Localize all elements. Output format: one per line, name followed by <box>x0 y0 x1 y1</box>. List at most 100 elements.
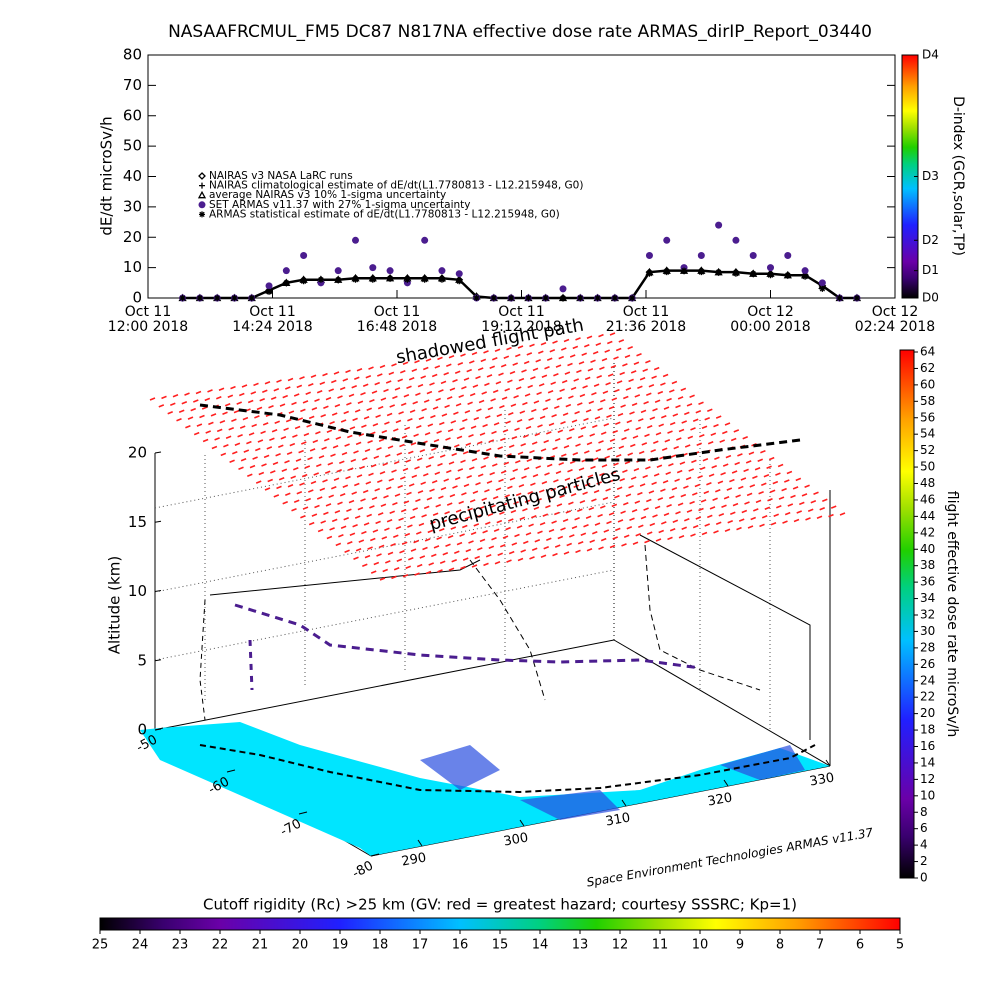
point <box>525 295 532 301</box>
credit: Space Environment Technologies ARMAS v11… <box>586 825 875 889</box>
rigidity-tick-label: 5 <box>896 938 904 953</box>
point <box>352 276 359 283</box>
series-line <box>182 269 857 300</box>
point <box>646 270 653 277</box>
dose-tick-label: 8 <box>920 805 928 819</box>
lon-tick <box>621 799 627 807</box>
legend-symbol <box>199 211 205 218</box>
dose-tick-label: 36 <box>920 575 935 589</box>
point <box>508 295 515 301</box>
point <box>214 295 221 301</box>
rigidity-tick-label: 20 <box>292 938 309 953</box>
rigidity-tick-label: 10 <box>692 938 709 953</box>
dose-tick-label: 62 <box>920 361 935 375</box>
legend-entry: average NAIRAS v3 10% 1-sigma uncertaint… <box>209 189 446 201</box>
z-axis-label: Altitude (km) <box>106 556 124 654</box>
dose-tick-label: 28 <box>920 640 935 654</box>
right-floor-edge <box>613 639 831 767</box>
y-tick-label: 20 <box>123 228 142 246</box>
rigidity-tick-label: 6 <box>856 938 864 953</box>
x-tick-label: Oct 11 12:00 2018 <box>107 304 189 335</box>
z-tick <box>154 659 162 662</box>
dose-tick-label: 12 <box>920 772 935 786</box>
point <box>438 267 446 275</box>
rigidity-tick-label: 11 <box>652 938 669 953</box>
point <box>283 279 290 286</box>
dose-tick-label: 58 <box>920 394 935 408</box>
z-tick-label: 15 <box>128 513 147 531</box>
rigidity-tick-label: 16 <box>452 938 469 953</box>
point <box>248 295 255 301</box>
dose-tick-label: 64 <box>920 345 935 359</box>
legend-symbol <box>198 201 206 209</box>
point <box>404 276 411 283</box>
dose-tick-label: 44 <box>920 509 935 523</box>
lon-tick <box>519 819 525 827</box>
y2-tick-label: D4 <box>922 48 939 62</box>
dose-tick-label: 52 <box>920 443 935 457</box>
rigidity-tick-label: 7 <box>816 938 824 953</box>
point <box>542 295 549 301</box>
point <box>784 251 792 259</box>
legend-symbol <box>199 182 205 189</box>
legend-symbol <box>198 172 206 180</box>
flight-drop <box>469 559 546 701</box>
point <box>697 251 705 259</box>
rigidity-tick-label: 8 <box>776 938 784 953</box>
y2-tick-label: D0 <box>922 291 939 305</box>
flight-drop <box>199 599 206 721</box>
rigidity-tick-label: 14 <box>532 938 549 953</box>
coast-detail <box>420 745 805 820</box>
point <box>732 270 739 277</box>
point <box>749 251 757 259</box>
chart-title: NASAAFRCMUL_FM5 DC87 N817NA effective do… <box>168 22 872 42</box>
rigidity-grid <box>149 332 846 581</box>
point <box>681 267 688 274</box>
point <box>645 251 653 259</box>
dose-tick-label: 0 <box>920 871 928 885</box>
point <box>438 276 445 283</box>
flight-box-line <box>209 559 481 596</box>
legend-entry: ARMAS statistical estimate of dE/dt(L1.7… <box>209 208 560 220</box>
point <box>802 273 809 280</box>
flight-path <box>248 639 254 691</box>
y-tick-label: 30 <box>123 197 142 215</box>
point <box>715 269 722 276</box>
point <box>559 285 567 293</box>
point <box>300 251 308 259</box>
lon-tick-label: 300 <box>502 830 529 849</box>
flight-path-shadow-floor <box>199 744 816 794</box>
dose-tick-label: 24 <box>920 673 935 687</box>
back-edge <box>154 639 615 731</box>
rigidity-tick-label: 21 <box>252 938 269 953</box>
point <box>282 267 290 275</box>
rigidity-tick-label: 15 <box>492 938 509 953</box>
dose-tick-label: 30 <box>920 624 935 638</box>
point <box>473 295 480 301</box>
point <box>698 269 705 276</box>
flight-drop <box>644 544 761 691</box>
point <box>421 276 428 283</box>
x-tick-label: Oct 11 19:12 2018 <box>481 304 562 335</box>
y2-tick-label: D2 <box>922 233 939 247</box>
point <box>196 295 203 301</box>
rigidity-tick-label: 25 <box>92 938 109 953</box>
dose-tick-label: 20 <box>920 706 935 720</box>
dose-colorbar-label: flight effective dose rate microSv/h <box>944 491 960 737</box>
z-tick <box>154 451 162 454</box>
dose-tick-label: 60 <box>920 377 935 391</box>
dose-tick-label: 16 <box>920 739 935 753</box>
point <box>836 295 843 301</box>
grid-dots <box>154 410 771 730</box>
point <box>818 279 826 287</box>
dose-tick-label: 32 <box>920 608 935 622</box>
lat-tick <box>370 853 380 857</box>
x-tick-label: Oct 12 00:00 2018 <box>730 304 811 335</box>
dose-tick-label: 50 <box>920 460 935 474</box>
dose-tick-label: 54 <box>920 427 935 441</box>
point <box>266 288 273 295</box>
point <box>387 275 394 282</box>
rigidity-tick-label: 23 <box>172 938 189 953</box>
